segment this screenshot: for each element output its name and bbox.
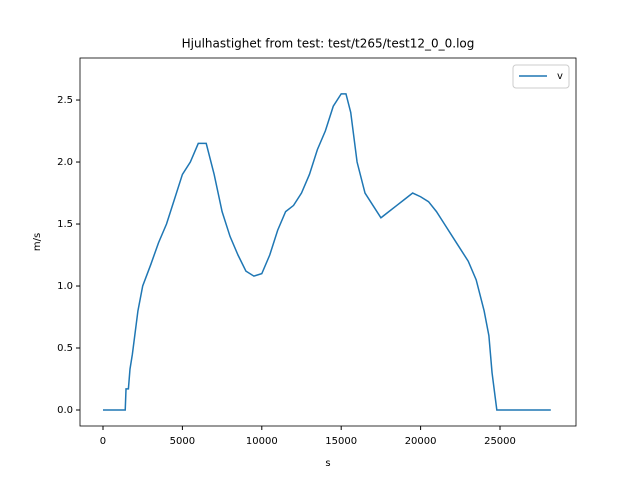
y-tick-label: 0.5 <box>57 343 73 354</box>
plot-frame <box>79 57 577 427</box>
y-tick-label: 1.5 <box>57 219 73 230</box>
y-axis-label: m/s <box>32 233 43 251</box>
x-tick-label: 10000 <box>246 436 278 447</box>
x-tick-label: 25000 <box>484 436 516 447</box>
y-tick-label: 2.0 <box>57 157 73 168</box>
chart-title: Hjulhastighet from test: test/t265/test1… <box>182 37 475 51</box>
x-tick-label: 15000 <box>325 436 357 447</box>
data-line <box>102 93 551 411</box>
x-axis-label: s <box>325 458 330 469</box>
x-tick-label: 5000 <box>170 436 195 447</box>
x-tick-label: 0 <box>100 436 106 447</box>
x-tick-label: 20000 <box>405 436 437 447</box>
y-tick-label: 2.5 <box>57 95 73 106</box>
y-tick-label: 0.0 <box>57 405 73 416</box>
legend-label: v <box>557 71 563 82</box>
y-tick-label: 1.0 <box>57 281 73 292</box>
